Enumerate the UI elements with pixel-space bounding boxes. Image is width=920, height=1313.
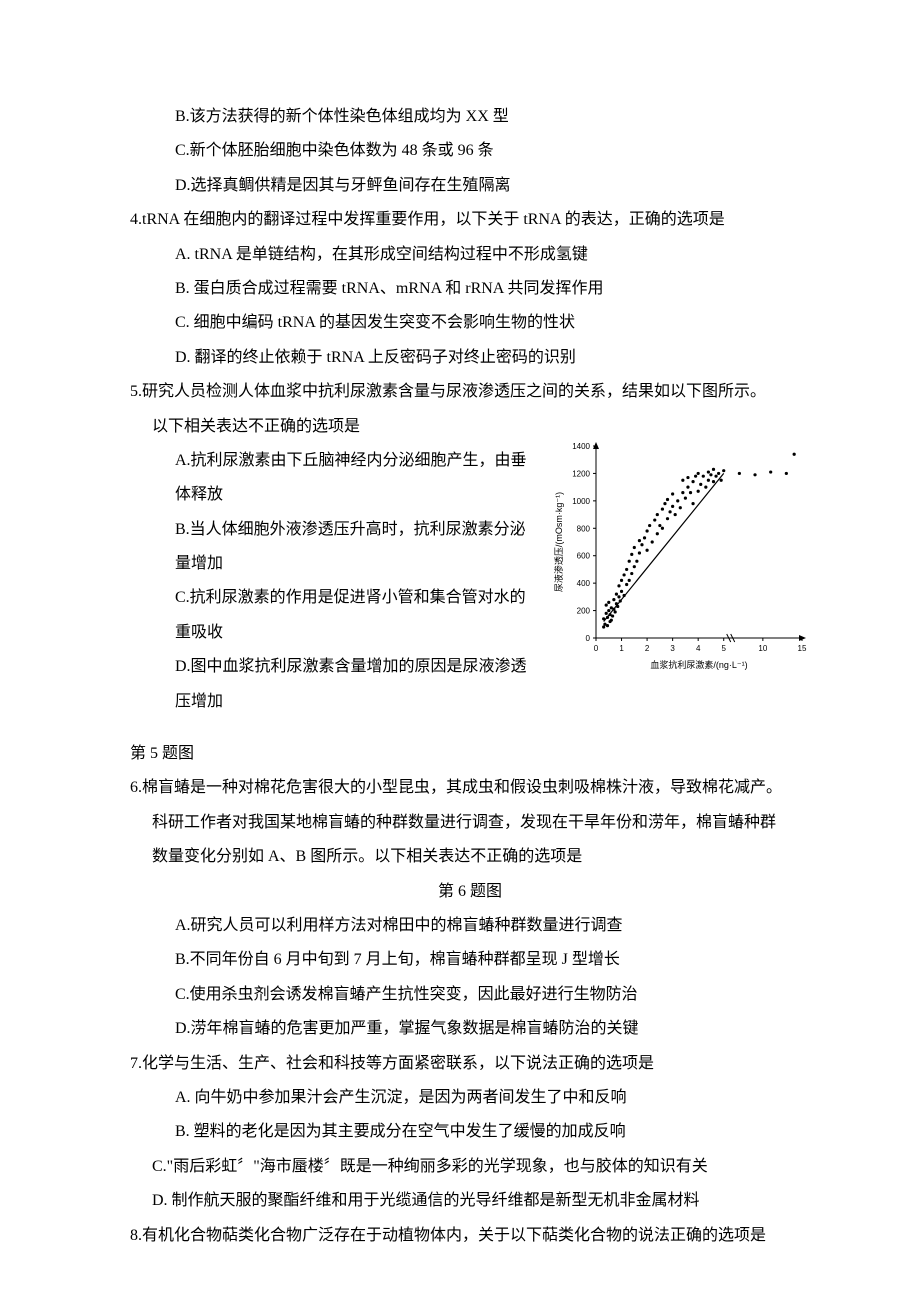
q6-option-d: D.涝年棉盲蝽的危害更加严重，掌握气象数据是棉盲蝽防治的关键 bbox=[130, 1012, 810, 1046]
scatter-chart: 0 200 400 600 800 1000 1200 1400 0 1 2 3 4 5 10 15 尿液渗透压… bbox=[550, 438, 810, 676]
q5-figure: 0 200 400 600 800 1000 1200 1400 0 1 2 3 4 5 10 15 尿液渗透压… bbox=[550, 438, 810, 676]
q4: 4.tRNA 在细胞内的翻译过程中发挥重要作用，以下关于 tRNA 的表达，正确… bbox=[130, 203, 810, 375]
q6-caption: 第 6 题图 bbox=[130, 875, 810, 909]
svg-text:200: 200 bbox=[577, 606, 591, 615]
svg-text:4: 4 bbox=[696, 644, 701, 653]
q8: 8.有机化合物萜类化合物广泛存在于动植物体内，关于以下萜类化合物的说法正确的选项… bbox=[130, 1219, 810, 1253]
svg-text:血浆抗利尿激素/(ng·L⁻¹): 血浆抗利尿激素/(ng·L⁻¹) bbox=[650, 659, 747, 670]
svg-text:2: 2 bbox=[645, 644, 650, 653]
q6: 6.棉盲蝽是一种对棉花危害很大的小型昆虫，其成虫和假设虫刺吸棉株汁液，导致棉花减… bbox=[130, 771, 810, 1046]
q3-option-d: D.选择真鲷供精是因其与牙鲆鱼间存在生殖隔离 bbox=[130, 169, 810, 203]
q7-option-d: D. 制作航天服的聚酯纤维和用于光缆通信的光导纤维都是新型无机非金属材料 bbox=[130, 1184, 810, 1218]
svg-text:3: 3 bbox=[670, 644, 675, 653]
q5: 5.研究人员检测人体血浆中抗利尿激素含量与尿液渗透压之间的关系，结果如以下图所示… bbox=[130, 375, 810, 737]
q7-stem: 7.化学与生活、生产、社会和科技等方面紧密联系，以下说法正确的选项是 bbox=[130, 1047, 810, 1081]
svg-text:1: 1 bbox=[619, 644, 624, 653]
q4-option-d: D. 翻译的终止依赖于 tRNA 上反密码子对终止密码的识别 bbox=[130, 341, 810, 375]
svg-text:1000: 1000 bbox=[572, 497, 590, 506]
q5-caption: 第 5 题图 bbox=[130, 737, 810, 771]
svg-text:10: 10 bbox=[758, 644, 767, 653]
q3-option-c: C.新个体胚胎细胞中染色体数为 48 条或 96 条 bbox=[130, 134, 810, 168]
q4-option-c: C. 细胞中编码 tRNA 的基因发生突变不会影响生物的性状 bbox=[130, 306, 810, 340]
q5-stem1: 5.研究人员检测人体血浆中抗利尿激素含量与尿液渗透压之间的关系，结果如以下图所示… bbox=[130, 375, 810, 409]
svg-text:1200: 1200 bbox=[572, 469, 590, 478]
q6-option-b: B.不同年份自 6 月中旬到 7 月上旬，棉盲蝽种群都呈现 J 型增长 bbox=[130, 943, 810, 977]
q7: 7.化学与生活、生产、社会和科技等方面紧密联系，以下说法正确的选项是 A. 向牛… bbox=[130, 1047, 810, 1219]
q4-option-a: A. tRNA 是单链结构，在其形成空间结构过程中不形成氢键 bbox=[130, 238, 810, 272]
svg-text:800: 800 bbox=[577, 524, 591, 533]
svg-text:0: 0 bbox=[586, 634, 591, 643]
q4-stem: 4.tRNA 在细胞内的翻译过程中发挥重要作用，以下关于 tRNA 的表达，正确… bbox=[130, 203, 810, 237]
q7-option-b: B. 塑料的老化是因为其主要成分在空气中发生了缓慢的加成反响 bbox=[130, 1115, 810, 1149]
q8-stem: 8.有机化合物萜类化合物广泛存在于动植物体内，关于以下萜类化合物的说法正确的选项… bbox=[130, 1219, 810, 1253]
q6-option-c: C.使用杀虫剂会诱发棉盲蝽产生抗性突变，因此最好进行生物防治 bbox=[130, 978, 810, 1012]
q3-option-b: B.该方法获得的新个体性染色体组成均为 XX 型 bbox=[130, 100, 810, 134]
q7-option-c: C."雨后彩虹〞"海市蜃楼〞既是一种绚丽多彩的光学现象，也与胶体的知识有关 bbox=[130, 1150, 810, 1184]
svg-text:15: 15 bbox=[798, 644, 807, 653]
q6-stem3: 数量变化分别如 A、B 图所示。以下相关表达不正确的选项是 bbox=[130, 840, 810, 874]
svg-text:5: 5 bbox=[721, 644, 726, 653]
svg-text:尿液渗透压/(mOsm·kg⁻¹): 尿液渗透压/(mOsm·kg⁻¹) bbox=[553, 492, 564, 592]
q6-stem1: 6.棉盲蝽是一种对棉花危害很大的小型昆虫，其成虫和假设虫刺吸棉株汁液，导致棉花减… bbox=[130, 771, 810, 805]
q4-option-b: B. 蛋白质合成过程需要 tRNA、mRNA 和 rRNA 共同发挥作用 bbox=[130, 272, 810, 306]
svg-text:400: 400 bbox=[577, 579, 591, 588]
svg-text:0: 0 bbox=[594, 644, 599, 653]
q6-option-a: A.研究人员可以利用样方法对棉田中的棉盲蝽种群数量进行调查 bbox=[130, 909, 810, 943]
q7-option-a: A. 向牛奶中参加果汁会产生沉淀，是因为两者间发生了中和反响 bbox=[130, 1081, 810, 1115]
svg-text:1400: 1400 bbox=[572, 442, 590, 451]
svg-text:600: 600 bbox=[577, 552, 591, 561]
q6-stem2: 科研工作者对我国某地棉盲蝽的种群数量进行调查，发现在干旱年份和涝年，棉盲蝽种群 bbox=[130, 806, 810, 840]
